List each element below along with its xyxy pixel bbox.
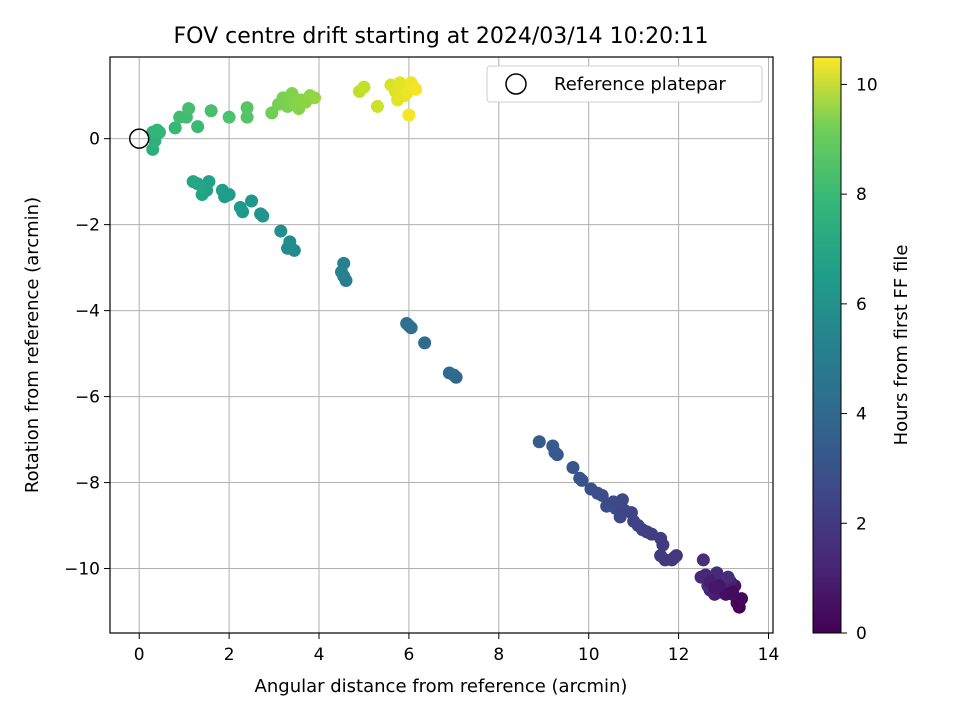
data-point	[566, 461, 580, 475]
data-point	[418, 336, 432, 350]
data-point	[274, 224, 288, 238]
data-point	[696, 553, 710, 567]
colorbar-tick-label: 6	[856, 295, 867, 315]
x-tick-label: 10	[578, 645, 600, 665]
data-point	[182, 102, 196, 116]
data-point	[584, 482, 598, 496]
legend-label-reference: Reference platepar	[554, 74, 726, 95]
y-axis-label: Rotation from reference (arcmin)	[22, 197, 43, 493]
data-point	[191, 120, 205, 134]
data-point	[186, 175, 200, 189]
legend-marker-reference	[505, 73, 527, 95]
colorbar-tick-label: 10	[856, 75, 878, 95]
data-point	[152, 125, 166, 139]
x-axis-ticks: 0 2 4 6 8 10 12 14	[134, 633, 780, 665]
x-tick-label: 4	[314, 645, 325, 665]
data-point	[402, 108, 416, 122]
plot-frame	[109, 56, 774, 634]
data-point	[337, 256, 351, 270]
data-point	[204, 104, 218, 118]
data-point	[573, 471, 587, 485]
data-point	[308, 91, 322, 105]
colorbar-ticks: 0 2 4 6 8 10	[841, 75, 878, 644]
grid-lines	[110, 57, 773, 633]
data-point	[532, 435, 546, 449]
x-tick-label: 14	[758, 645, 780, 665]
data-point	[215, 183, 229, 197]
colorbar-tick-label: 4	[856, 405, 867, 425]
data-point	[240, 110, 254, 124]
data-point	[400, 317, 414, 331]
x-tick-label: 6	[403, 645, 414, 665]
data-point	[254, 207, 268, 221]
data-point	[654, 549, 668, 563]
colorbar-tick-label: 0	[856, 624, 867, 644]
data-point	[357, 80, 371, 94]
data-point	[726, 585, 740, 599]
data-point	[409, 82, 423, 96]
data-point	[370, 99, 384, 113]
legend-box	[486, 65, 763, 103]
data-point	[168, 121, 182, 135]
data-point	[245, 194, 259, 208]
data-point	[442, 366, 456, 380]
data-point	[721, 570, 735, 584]
data-point	[708, 581, 722, 595]
data-point	[283, 235, 297, 249]
colorbar: 0 2 4 6 8 10 Hours from first FF file	[812, 56, 912, 644]
y-tick-label: −2	[75, 216, 100, 236]
data-points	[146, 76, 749, 614]
data-point	[233, 200, 247, 214]
y-tick-label: −6	[75, 388, 100, 408]
colorbar-tick-label: 8	[856, 185, 867, 205]
y-tick-label: −4	[75, 302, 100, 322]
legend: Reference platepar	[486, 65, 763, 103]
data-point	[391, 93, 405, 107]
colorbar-gradient	[812, 56, 842, 634]
x-tick-label: 0	[134, 645, 145, 665]
reference-marker	[128, 128, 150, 149]
data-point	[222, 110, 236, 124]
colorbar-tick-label: 2	[856, 514, 867, 534]
y-axis-ticks: 0 −2 −4 −6 −8 −10	[64, 130, 110, 580]
x-tick-label: 2	[224, 645, 235, 665]
x-axis-label: Angular distance from reference (arcmin)	[255, 676, 628, 697]
x-tick-label: 12	[668, 645, 690, 665]
data-point	[546, 439, 560, 453]
y-tick-label: −8	[75, 474, 100, 494]
reference-marker-layer	[128, 128, 150, 149]
data-point	[240, 101, 254, 115]
chart-title: FOV centre drift starting at 2024/03/14 …	[174, 24, 709, 49]
colorbar-label: Hours from first FF file	[891, 245, 912, 446]
y-tick-label: 0	[89, 130, 100, 150]
data-point	[667, 551, 681, 565]
data-point	[606, 495, 620, 509]
y-tick-label: −10	[64, 560, 100, 580]
x-tick-label: 8	[493, 645, 504, 665]
